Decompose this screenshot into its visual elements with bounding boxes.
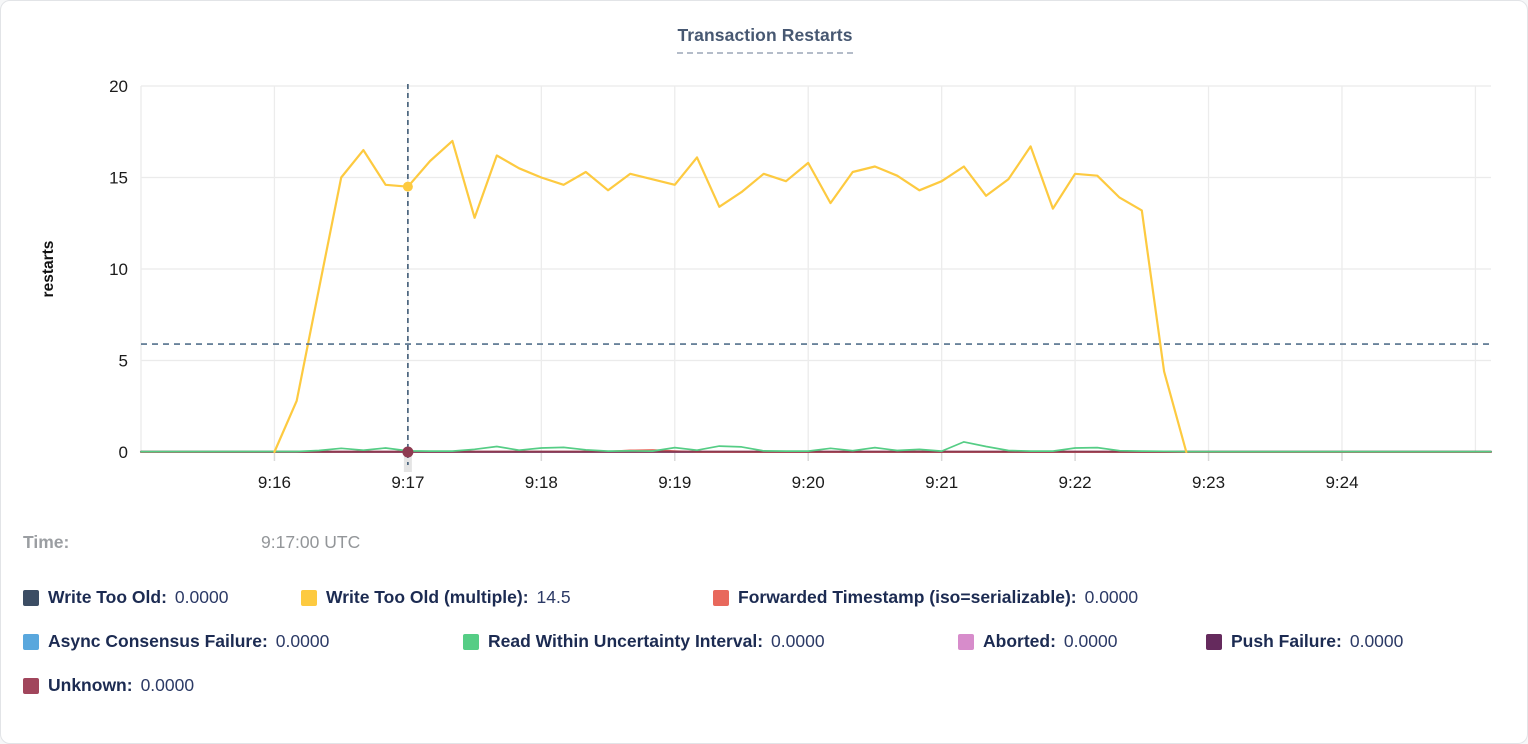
legend-series-value: 0.0000 bbox=[1349, 631, 1404, 651]
legend-series-label: Aborted: bbox=[983, 631, 1056, 651]
legend-item: Push Failure: 0.0000 bbox=[1206, 631, 1403, 652]
tooltip-time-row: Time: 9:17:00 UTC bbox=[23, 532, 360, 553]
legend-series-label: Write Too Old: bbox=[48, 587, 167, 607]
legend-series-label: Push Failure: bbox=[1231, 631, 1342, 651]
legend-series-label: Read Within Uncertainty Interval: bbox=[488, 631, 764, 651]
x-tick-label: 9:24 bbox=[1325, 473, 1358, 492]
x-tick-label: 9:23 bbox=[1192, 473, 1225, 492]
y-tick-label: 15 bbox=[109, 169, 128, 188]
series-color-swatch-icon bbox=[301, 589, 317, 606]
y-tick-label: 0 bbox=[119, 443, 128, 462]
series-color-swatch-icon bbox=[713, 589, 729, 606]
tooltip-time-label: Time: bbox=[23, 532, 70, 552]
series-color-swatch-icon bbox=[23, 677, 39, 694]
x-tick-label: 9:16 bbox=[258, 473, 291, 492]
legend-series-label: Unknown: bbox=[48, 675, 133, 695]
legend-item: Write Too Old (multiple): 14.5 bbox=[301, 587, 713, 608]
x-tick-label: 9:19 bbox=[658, 473, 691, 492]
x-tick-label: 9:17 bbox=[391, 473, 424, 492]
legend-item: Read Within Uncertainty Interval: 0.0000 bbox=[463, 631, 958, 652]
x-tick-label: 9:20 bbox=[792, 473, 825, 492]
legend-item: Async Consensus Failure: 0.0000 bbox=[23, 631, 463, 652]
legend-series-value: 0.0000 bbox=[1063, 631, 1118, 651]
crosshair-dot bbox=[402, 181, 413, 192]
series-line bbox=[273, 139, 1188, 454]
legend-series-label: Forwarded Timestamp (iso=serializable): bbox=[738, 587, 1077, 607]
legend-item: Unknown: 0.0000 bbox=[23, 675, 194, 696]
series-color-swatch-icon bbox=[23, 633, 39, 650]
legend-item: Aborted: 0.0000 bbox=[958, 631, 1206, 652]
y-axis-label: restarts bbox=[40, 241, 57, 298]
chart-region[interactable]: 0 5 10 15 20 9:16 9:17 9:18 9:19 9:20 9:21 9:22 9:23… bbox=[1, 1, 1528, 521]
y-tick-label: 10 bbox=[109, 260, 128, 279]
chart-legend: Write Too Old: 0.0000 Write Too Old (multi… bbox=[23, 587, 1513, 719]
chart-svg[interactable]: 0 5 10 15 20 9:16 9:17 9:18 9:19 9:20 9:21 9:22 9:23… bbox=[1, 1, 1528, 521]
series-color-swatch-icon bbox=[23, 589, 39, 606]
legend-row: Async Consensus Failure: 0.0000 Read Withi… bbox=[23, 631, 1513, 652]
legend-item: Forwarded Timestamp (iso=serializable): 0… bbox=[713, 587, 1138, 608]
legend-series-label: Write Too Old (multiple): bbox=[326, 587, 529, 607]
series-color-swatch-icon bbox=[958, 633, 974, 650]
crosshair-dot bbox=[402, 446, 414, 458]
series-line bbox=[140, 441, 1492, 453]
legend-series-value: 0.0000 bbox=[275, 631, 330, 651]
legend-row: Unknown: 0.0000 bbox=[23, 675, 1513, 696]
series-color-swatch-icon bbox=[1206, 633, 1222, 650]
legend-series-value: 14.5 bbox=[536, 587, 571, 607]
legend-row: Write Too Old: 0.0000 Write Too Old (multi… bbox=[23, 587, 1513, 608]
y-tick-label: 20 bbox=[109, 77, 128, 96]
x-tick-label: 9:21 bbox=[925, 473, 958, 492]
legend-item: Write Too Old: 0.0000 bbox=[23, 587, 301, 608]
legend-series-value: 0.0000 bbox=[174, 587, 229, 607]
legend-series-value: 0.0000 bbox=[1084, 587, 1139, 607]
x-tick-label: 9:18 bbox=[525, 473, 558, 492]
legend-series-value: 0.0000 bbox=[771, 631, 825, 651]
legend-series-label: Async Consensus Failure: bbox=[48, 631, 268, 651]
tooltip-time-value: 9:17:00 UTC bbox=[261, 532, 361, 552]
legend-series-value: 0.0000 bbox=[140, 675, 195, 695]
chart-title[interactable]: Transaction Restarts bbox=[677, 25, 853, 54]
series-color-swatch-icon bbox=[463, 633, 479, 650]
x-tick-label: 9:22 bbox=[1059, 473, 1092, 492]
y-tick-label: 5 bbox=[119, 352, 128, 371]
